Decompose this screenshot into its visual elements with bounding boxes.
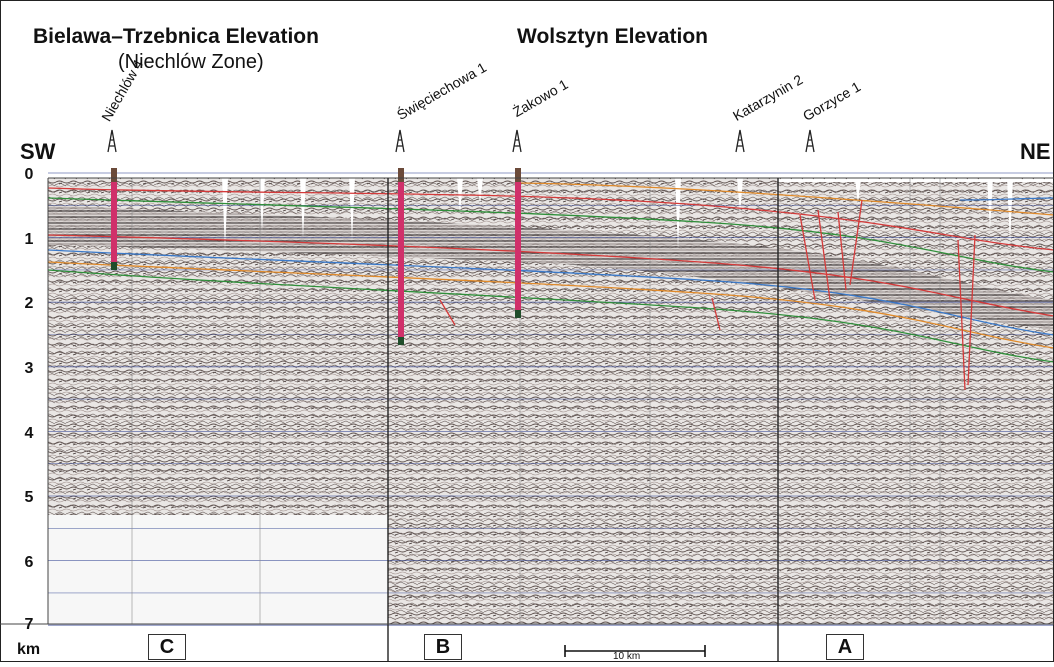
depth-tick-0: 0 [24,166,34,183]
grid-layer [48,172,1054,626]
left-region-title: Bielawa–Trzebnica Elevation [33,25,319,48]
direction-ne-label: NE [1020,139,1051,164]
horizons-layer [47,182,1054,391]
well-td-marker-2 [515,310,521,318]
data-gap-8 [855,178,861,205]
well-td-marker-1 [398,337,404,345]
horizon-line-4 [47,261,1054,349]
fault-line-4 [957,239,966,391]
well-trace-1 [398,168,404,345]
data-gap-9 [987,178,993,230]
derrick-icon-0 [107,129,117,153]
data-gap-0 [222,178,228,250]
horizon-line-5 [47,269,1054,363]
depth-tick-1: 1 [24,231,34,248]
fault-line-1 [817,209,831,301]
depth-unit-label: km [17,641,41,658]
panel-label-c: C [148,634,186,660]
horizon-line-0 [47,187,1054,251]
fault-line-6 [439,299,456,326]
horizon-line-1 [47,197,1054,273]
fault-line-3 [849,199,863,286]
derrick-icon-lines-4 [805,129,815,153]
seismic-data-layer [48,178,1054,625]
horizon-line-2 [47,234,1054,317]
horizon-line-3 [47,249,1054,336]
reflection-band [48,205,1054,330]
depth-tick-4: 4 [24,425,34,442]
data-gap-7 [737,178,743,215]
well-top-marker-0 [111,168,117,182]
depth-tick-2: 2 [24,295,34,312]
panel-label-b: B [424,634,462,660]
well-top-marker-2 [515,168,521,182]
derrick-icon-4 [805,129,815,153]
data-gap-4 [457,178,463,215]
horizon-line-6 [519,182,1054,216]
derrick-icon-lines-0 [107,129,117,153]
derrick-icon-lines-1 [395,129,405,153]
derrick-icon-1 [395,129,405,153]
depth-tick-3: 3 [24,360,34,377]
fault-line-0 [799,214,816,301]
derrick-icon-lines-2 [512,129,522,153]
wells-layer [107,129,815,345]
fault-line-7 [711,297,721,331]
data-gap-5 [477,178,483,205]
center-region-title: Wolsztyn Elevation [517,25,708,48]
fault-line-5 [967,234,976,386]
scale-bar-label: 10 km [613,651,641,662]
depth-tick-7: 7 [24,616,34,633]
derrick-icon-lines-3 [735,129,745,153]
panel-label-a: A [826,634,864,660]
well-top-marker-1 [398,168,404,182]
depth-tick-6: 6 [24,554,34,571]
fault-line-2 [837,211,847,291]
well-trace-0 [111,168,117,270]
depth-tick-5: 5 [24,489,34,506]
data-gap-6 [675,178,681,250]
well-td-marker-0 [111,262,117,270]
left-region-subtitle: (Niechlów Zone) [118,51,264,73]
derrick-icon-2 [512,129,522,153]
no-data-area [48,515,388,625]
horizon-line-7 [959,197,1054,201]
direction-sw-label: SW [20,139,56,164]
derrick-icon-3 [735,129,745,153]
well-trace-2 [515,168,521,318]
